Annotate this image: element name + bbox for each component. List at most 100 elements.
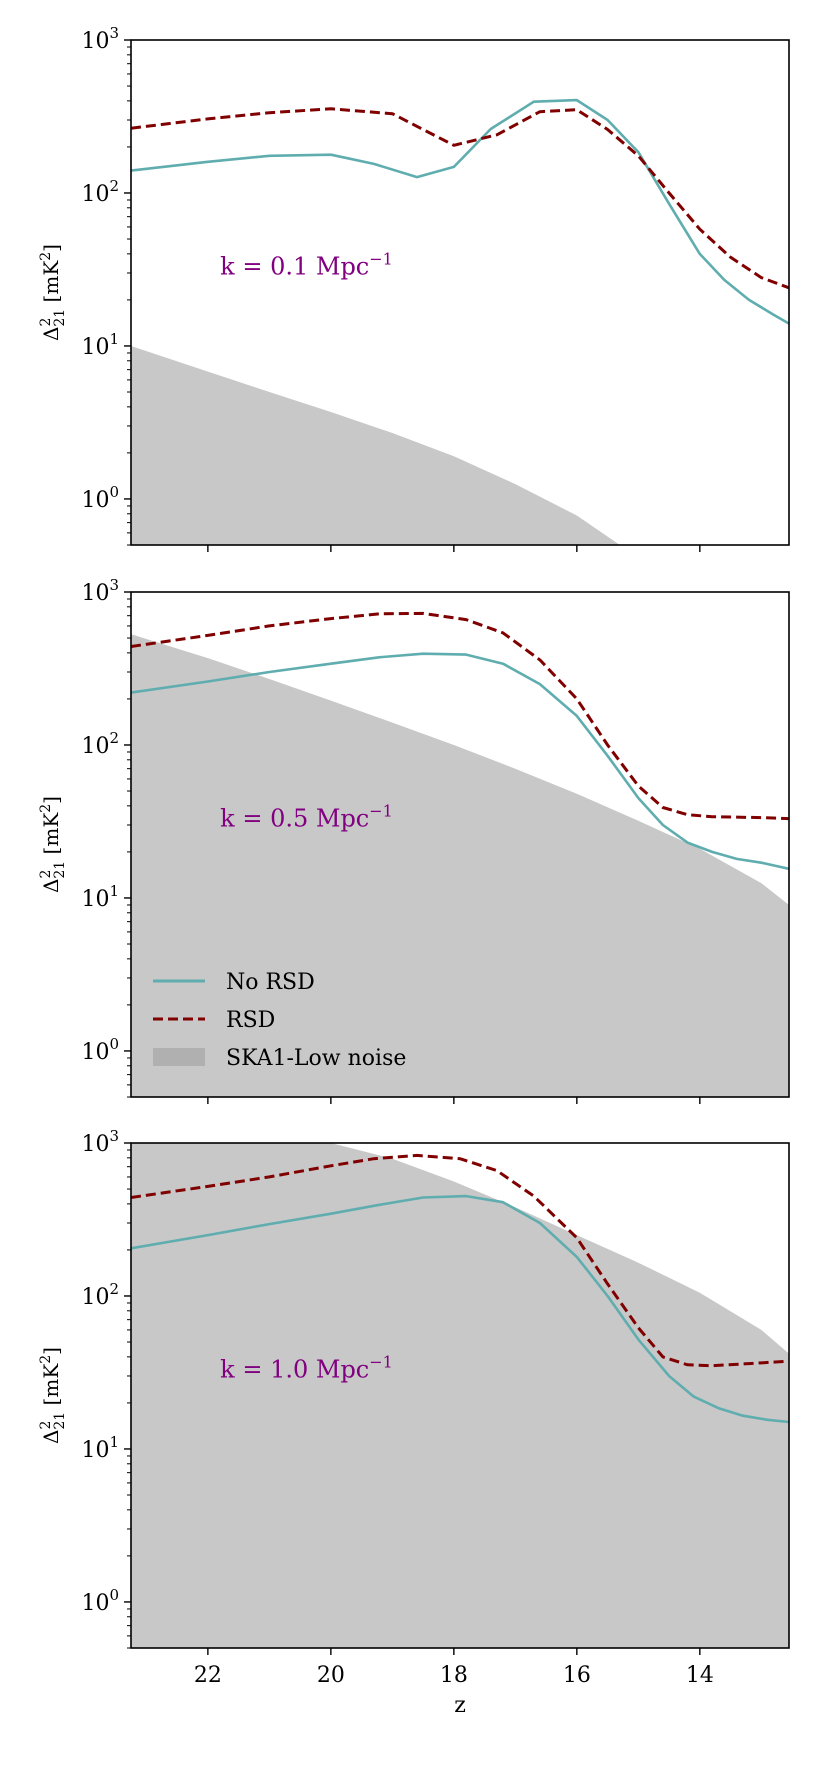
y-tick-base: 10 [81, 1040, 109, 1065]
x-tick-label: 22 [194, 1663, 222, 1688]
legend-item: No RSD [153, 970, 315, 995]
y-tick-label: 102 [81, 729, 119, 759]
ylabel-delta: Δ [39, 1430, 63, 1444]
legend-item: SKA1-Low noise [153, 1046, 406, 1071]
legend-label: No RSD [226, 970, 315, 995]
y-tick-label: 100 [81, 483, 119, 513]
y-tick-base: 10 [81, 1438, 109, 1463]
ylabel-subscript: 21 [52, 1412, 68, 1430]
y-tick-exponent: 1 [109, 882, 119, 900]
y-tick-exponent: 2 [109, 1280, 119, 1298]
y-tick-base: 10 [81, 335, 109, 360]
y-tick-label: 100 [81, 1586, 119, 1616]
y-tick-label: 103 [81, 24, 119, 54]
y-tick-base: 10 [81, 182, 109, 207]
y-tick-label: 103 [81, 1127, 119, 1157]
y-tick-base: 10 [81, 1132, 109, 1157]
rsd-line [131, 611, 789, 821]
legend: No RSD RSD SKA1-Low noise [153, 970, 406, 1071]
y-tick-exponent: 1 [109, 330, 119, 348]
y-tick-label: 101 [81, 882, 119, 912]
y-tick-base: 10 [81, 887, 109, 912]
noise-region [131, 634, 789, 1097]
plot-area [131, 98, 789, 545]
legend-label: RSD [226, 1008, 275, 1033]
axes-frame [130, 1142, 790, 1649]
rsd-line [131, 107, 789, 290]
y-tick-exponent: 0 [109, 1035, 119, 1053]
y-tick-exponent: 0 [109, 483, 119, 501]
x-tick-label: 16 [563, 1663, 591, 1688]
y-tick-base: 10 [81, 734, 109, 759]
k-annotation-main: k = 0.1 Mpc [220, 253, 369, 281]
ylabel-unit: [mK [39, 260, 63, 309]
y-tick-exponent: 3 [109, 576, 119, 594]
ylabel-delta: Δ [39, 879, 63, 893]
ylabel-unit: [mK [39, 812, 63, 861]
ylabel-superscript: 2 [38, 870, 54, 879]
x-axis-label: z [454, 1693, 466, 1718]
ylabel-superscript: 2 [38, 1421, 54, 1430]
y-tick-exponent: 0 [109, 1586, 119, 1604]
y-tick-exponent: 3 [109, 1127, 119, 1145]
axes-frame [130, 591, 790, 1098]
y-tick-exponent: 3 [109, 24, 119, 42]
x-tick-label: 18 [440, 1663, 468, 1688]
ylabel-delta: Δ [39, 327, 63, 341]
ylabel-unit-superscript: 2 [38, 1355, 54, 1364]
y-axis-label: Δ221 [mK2] [38, 244, 68, 341]
ylabel-close: ] [39, 796, 63, 804]
k-annotation-main: k = 1.0 Mpc [220, 1356, 369, 1384]
noise-region [131, 346, 789, 545]
x-tick-label: 20 [317, 1663, 345, 1688]
y-tick-label: 102 [81, 177, 119, 207]
rsd-line [131, 1153, 789, 1368]
ylabel-subscript: 21 [52, 309, 68, 327]
ylabel-subscript: 21 [52, 861, 68, 879]
y-tick-label: 100 [81, 1035, 119, 1065]
y-tick-label: 101 [81, 330, 119, 360]
no-rsd-line [131, 1194, 789, 1424]
k-annotation-main: k = 0.5 Mpc [220, 805, 369, 833]
k-annotation-exponent: −1 [369, 250, 393, 269]
y-tick-base: 10 [81, 581, 109, 606]
y-tick-exponent: 1 [109, 1433, 119, 1451]
y-axis-label: Δ221 [mK2] [38, 796, 68, 893]
plot-area [131, 611, 789, 1097]
x-tick-label: 14 [686, 1663, 714, 1688]
ylabel-unit-superscript: 2 [38, 252, 54, 261]
y-tick-label: 101 [81, 1433, 119, 1463]
ylabel-close: ] [39, 244, 63, 252]
legend-swatch-noise [153, 1048, 205, 1066]
y-tick-base: 10 [81, 29, 109, 54]
legend-item: RSD [153, 1008, 275, 1033]
no-rsd-line [131, 652, 789, 871]
plot-area [131, 1143, 789, 1648]
noise-region [131, 1143, 789, 1648]
y-tick-label: 102 [81, 1280, 119, 1310]
axes-frame [130, 39, 790, 546]
legend-label: SKA1-Low noise [226, 1046, 406, 1071]
k-annotation-exponent: −1 [369, 1353, 393, 1372]
k-annotation: k = 1.0 Mpc−1 [220, 1353, 393, 1384]
y-tick-base: 10 [81, 1591, 109, 1616]
y-tick-base: 10 [81, 488, 109, 513]
ylabel-unit-superscript: 2 [38, 804, 54, 813]
ylabel-close: ] [39, 1347, 63, 1355]
y-tick-exponent: 2 [109, 177, 119, 195]
y-tick-exponent: 2 [109, 729, 119, 747]
ylabel-superscript: 2 [38, 318, 54, 327]
k-annotation: k = 0.1 Mpc−1 [220, 250, 393, 281]
k-annotation-exponent: −1 [369, 802, 393, 821]
k-annotation: k = 0.5 Mpc−1 [220, 802, 393, 833]
y-tick-base: 10 [81, 1285, 109, 1310]
no-rsd-line [131, 98, 789, 325]
y-axis-label: Δ221 [mK2] [38, 1347, 68, 1444]
ylabel-unit: [mK [39, 1363, 63, 1412]
y-tick-label: 103 [81, 576, 119, 606]
